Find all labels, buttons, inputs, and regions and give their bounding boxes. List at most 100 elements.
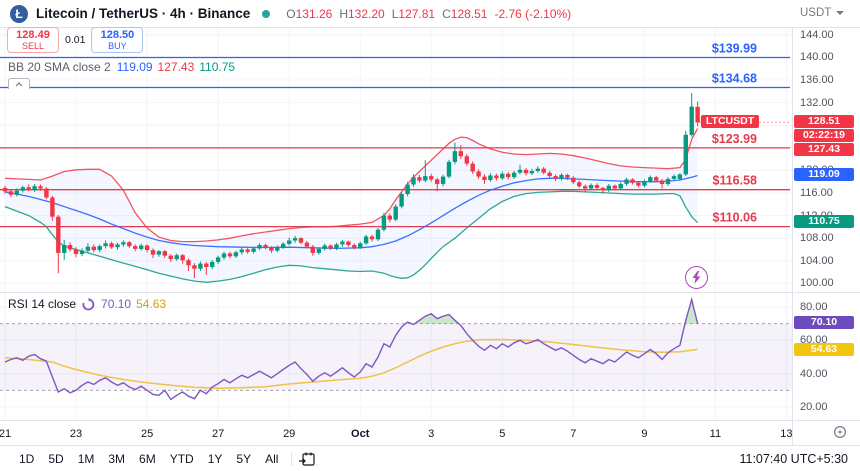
go-to-date-button[interactable] bbox=[298, 450, 316, 468]
range-button-all[interactable]: All bbox=[265, 451, 279, 466]
rsi-chart-pane[interactable] bbox=[0, 292, 792, 420]
topbar-divider bbox=[0, 27, 860, 28]
range-button-5d[interactable]: 5D bbox=[48, 451, 64, 466]
price-tick: 136.00 bbox=[800, 74, 834, 86]
rsi-tick: 40.00 bbox=[800, 367, 828, 380]
time-tick: 23 bbox=[69, 428, 83, 440]
chevron-up-icon bbox=[15, 81, 23, 86]
price-tick: 104.00 bbox=[800, 254, 834, 267]
price-tick: 108.00 bbox=[800, 232, 834, 245]
range-button-1d[interactable]: 1D bbox=[19, 451, 35, 466]
instant-trading-button[interactable] bbox=[685, 266, 708, 289]
symbol-title[interactable]: Litecoin / TetherUS · 4h · Binance bbox=[36, 6, 251, 21]
clock-label[interactable]: 11:07:40 UTC+5:30 bbox=[739, 451, 848, 466]
rsi-badge: 70.10 bbox=[794, 316, 854, 329]
toolbar-divider bbox=[291, 451, 293, 466]
price-tick: 116.00 bbox=[800, 187, 833, 199]
range-button-1m[interactable]: 1M bbox=[77, 451, 95, 466]
time-tick: 3 bbox=[428, 428, 435, 440]
time-tick: 29 bbox=[283, 428, 296, 440]
range-button-3m[interactable]: 3M bbox=[108, 451, 126, 466]
rsi-indicator-legend[interactable]: RSI 14 close 70.10 54.63 bbox=[8, 297, 171, 311]
range-button-5y[interactable]: 5Y bbox=[236, 451, 252, 466]
symbol-toolbar: Ł Litecoin / TetherUS · 4h · Binance O13… bbox=[0, 0, 860, 27]
price-level-label: $134.68 bbox=[712, 72, 757, 86]
loading-spinner-icon bbox=[82, 297, 95, 310]
bb-legend-title: BB 20 SMA close 2 bbox=[8, 60, 111, 74]
timezone-icon[interactable] bbox=[833, 425, 847, 439]
pane-collapse-button[interactable] bbox=[8, 78, 30, 89]
rsi-ma-line bbox=[4, 338, 698, 390]
rsi-overbought-fill bbox=[685, 299, 698, 324]
time-tick: 13 bbox=[780, 428, 793, 440]
currency-label: USDT bbox=[800, 7, 832, 19]
rsi-value: 54.63 bbox=[136, 297, 167, 311]
rsi-tick: 20.00 bbox=[800, 401, 828, 413]
ohlc-item: C128.51 bbox=[442, 6, 488, 21]
bb-indicator-legend[interactable]: BB 20 SMA close 2 119.09 127.43 110.75 bbox=[8, 60, 240, 74]
bb-value: 110.75 bbox=[199, 60, 236, 74]
price-tick: 132.00 bbox=[800, 96, 834, 109]
price-level-label: $139.99 bbox=[712, 42, 757, 56]
sell-button[interactable]: 128.49 SELL bbox=[7, 27, 59, 53]
time-tick: Oct bbox=[351, 428, 370, 440]
time-tick: 9 bbox=[641, 428, 648, 440]
rsi-legend-title: RSI 14 close bbox=[8, 297, 77, 311]
buy-label: BUY bbox=[108, 40, 127, 51]
bb-lower-badge: 110.75 bbox=[794, 215, 854, 228]
price-tick: 100.00 bbox=[800, 277, 834, 290]
last-price-badge: 128.51 bbox=[794, 115, 854, 128]
time-tick: 5 bbox=[499, 428, 506, 440]
time-tick: 11 bbox=[709, 428, 722, 440]
currency-selector[interactable]: USDT bbox=[800, 7, 845, 19]
bb-value: 127.43 bbox=[157, 60, 195, 74]
pane-separator[interactable] bbox=[0, 292, 860, 293]
market-status-dot-icon bbox=[262, 9, 271, 18]
bottom-toolbar: 1D 5D 1M 3M 6M YTD 1Y 5Y All 11:07:40 UTC+5:30 bbox=[0, 445, 860, 471]
time-axis[interactable]: 21 23 25 27 29 Oct 3 5 7 9 11 13 bbox=[0, 420, 860, 445]
ohlc-item: O131.26 bbox=[286, 6, 333, 21]
bb-upper-badge: 127.43 bbox=[794, 143, 854, 156]
price-tick: 140.00 bbox=[800, 51, 834, 64]
sell-price: 128.49 bbox=[16, 28, 50, 41]
change-value: -2.76 (-2.10%) bbox=[494, 6, 572, 21]
range-button-1y[interactable]: 1Y bbox=[207, 451, 223, 466]
rsi-legend-values: 70.10 54.63 bbox=[101, 297, 171, 311]
rsi-ma-badge: 54.63 bbox=[794, 343, 854, 356]
buy-price: 128.50 bbox=[100, 28, 135, 41]
rsi-tick: 80.00 bbox=[800, 301, 828, 313]
rsi-line bbox=[4, 296, 699, 401]
range-button-6m[interactable]: 6M bbox=[139, 451, 156, 466]
chevron-down-icon bbox=[836, 11, 845, 15]
sell-label: SELL bbox=[21, 40, 45, 51]
lightning-icon bbox=[692, 271, 701, 284]
spread-value: 0.01 bbox=[65, 34, 86, 46]
bb-value: 119.09 bbox=[116, 60, 153, 74]
bar-countdown-badge: 02:22:19 bbox=[794, 129, 854, 142]
time-tick: 21 bbox=[0, 428, 12, 440]
price-level-label: $123.99 bbox=[712, 132, 757, 146]
trade-panel: 128.49 SELL 0.01 128.50 BUY bbox=[7, 27, 144, 53]
litecoin-logo-icon: Ł bbox=[10, 4, 28, 23]
price-tick: 144.00 bbox=[800, 28, 834, 41]
bb-lower-line bbox=[4, 190, 699, 283]
ohlc-values: O131.26 H132.20 L127.81 C128.51 -2.76 (-2.10… bbox=[286, 7, 571, 21]
time-tick: 25 bbox=[140, 428, 154, 440]
timeaxis-separator bbox=[0, 420, 860, 421]
ohlc-item: L127.81 bbox=[391, 6, 436, 21]
buy-button[interactable]: 128.50 BUY bbox=[91, 27, 144, 53]
range-buttons: 1D 5D 1M 3M 6M YTD 1Y 5Y All bbox=[12, 450, 285, 468]
range-button-ytd[interactable]: YTD bbox=[169, 451, 194, 466]
symbol-price-badge: LTCUSDT bbox=[701, 115, 759, 128]
bb-upper-line bbox=[4, 128, 699, 243]
ohlc-item: H132.20 bbox=[339, 6, 385, 21]
bb-basis-line bbox=[4, 174, 698, 250]
rsi-value: 70.10 bbox=[101, 297, 132, 311]
time-tick: 7 bbox=[570, 428, 577, 440]
bb-basis-badge: 119.09 bbox=[794, 168, 854, 181]
price-level-label: $110.06 bbox=[713, 211, 758, 225]
bb-legend-values: 119.09 127.43 110.75 bbox=[117, 60, 240, 74]
time-tick: 27 bbox=[211, 428, 225, 440]
price-level-label: $116.58 bbox=[713, 174, 758, 188]
main-chart-pane[interactable]: $139.99 $134.68 $123.99 $116.58 $110.06 bbox=[0, 27, 792, 292]
